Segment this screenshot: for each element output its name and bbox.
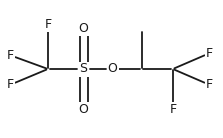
Text: F: F (6, 49, 14, 62)
Text: O: O (79, 22, 89, 35)
Text: O: O (108, 63, 118, 75)
Text: S: S (80, 63, 88, 75)
Text: F: F (6, 78, 14, 91)
Text: O: O (79, 103, 89, 116)
Text: F: F (206, 47, 213, 60)
Text: F: F (44, 18, 52, 31)
Text: F: F (169, 103, 176, 116)
Text: F: F (206, 78, 213, 91)
